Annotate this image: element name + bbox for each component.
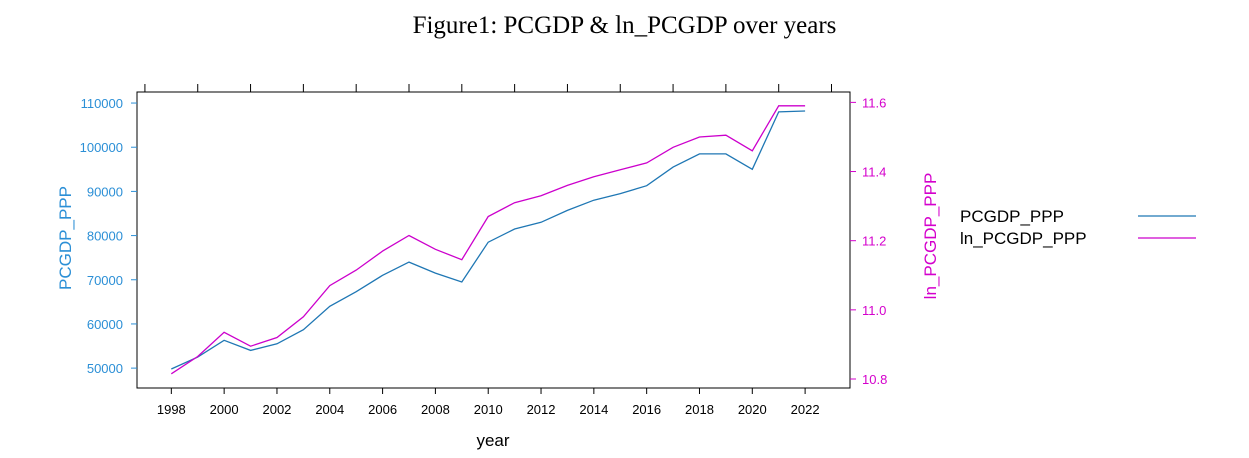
y-left-tick-label: 50000: [87, 361, 123, 376]
x-tick-label: 2006: [368, 402, 397, 417]
y-left-tick-label: 80000: [87, 229, 123, 244]
x-tick-label: 2010: [474, 402, 503, 417]
y-axis-right-label: ln_PCGDP_PPP: [921, 173, 940, 300]
y-axis-left-label: PCGDP_PPP: [56, 186, 75, 290]
y-left-tick-label: 110000: [81, 96, 123, 111]
x-tick-label: 1998: [157, 402, 186, 417]
x-tick-label: 2008: [421, 402, 450, 417]
x-tick-label: 2004: [315, 402, 344, 417]
plot-frame: [136, 91, 851, 389]
y-left-tick-label: 70000: [87, 273, 123, 288]
y-right-tick-label: 11.0: [862, 303, 886, 318]
y-right-tick-label: 11.4: [862, 165, 886, 180]
legend: PCGDP_PPP ln_PCGDP_PPP: [960, 207, 1196, 248]
y-right-tick-label: 10.8: [862, 372, 887, 387]
x-tick-label: 2018: [685, 402, 714, 417]
x-tick-label: 2016: [632, 402, 661, 417]
legend-label: ln_PCGDP_PPP: [960, 229, 1087, 248]
chart-title: Figure1: PCGDP & ln_PCGDP over years: [412, 12, 837, 39]
x-tick-label: 2000: [210, 402, 239, 417]
y-right-tick-label: 11.6: [862, 95, 886, 110]
legend-label: PCGDP_PPP: [960, 207, 1064, 226]
series-line-ln-pcgdp-ppp: [170, 105, 806, 375]
x-axis-label: year: [476, 431, 509, 450]
x-tick-label: 2002: [262, 402, 291, 417]
series-line-pcgdp-ppp: [171, 110, 806, 370]
x-tick-label: 2020: [738, 402, 767, 417]
x-tick-label: 2012: [527, 402, 556, 417]
y-left-tick-label: 100000: [80, 140, 123, 155]
x-tick-label: 2014: [579, 402, 608, 417]
y-left-tick-label: 60000: [87, 317, 123, 332]
y-right-tick-label: 11.2: [862, 234, 886, 249]
x-tick-label: 2022: [791, 402, 820, 417]
y-left-tick-label: 90000: [87, 184, 123, 199]
